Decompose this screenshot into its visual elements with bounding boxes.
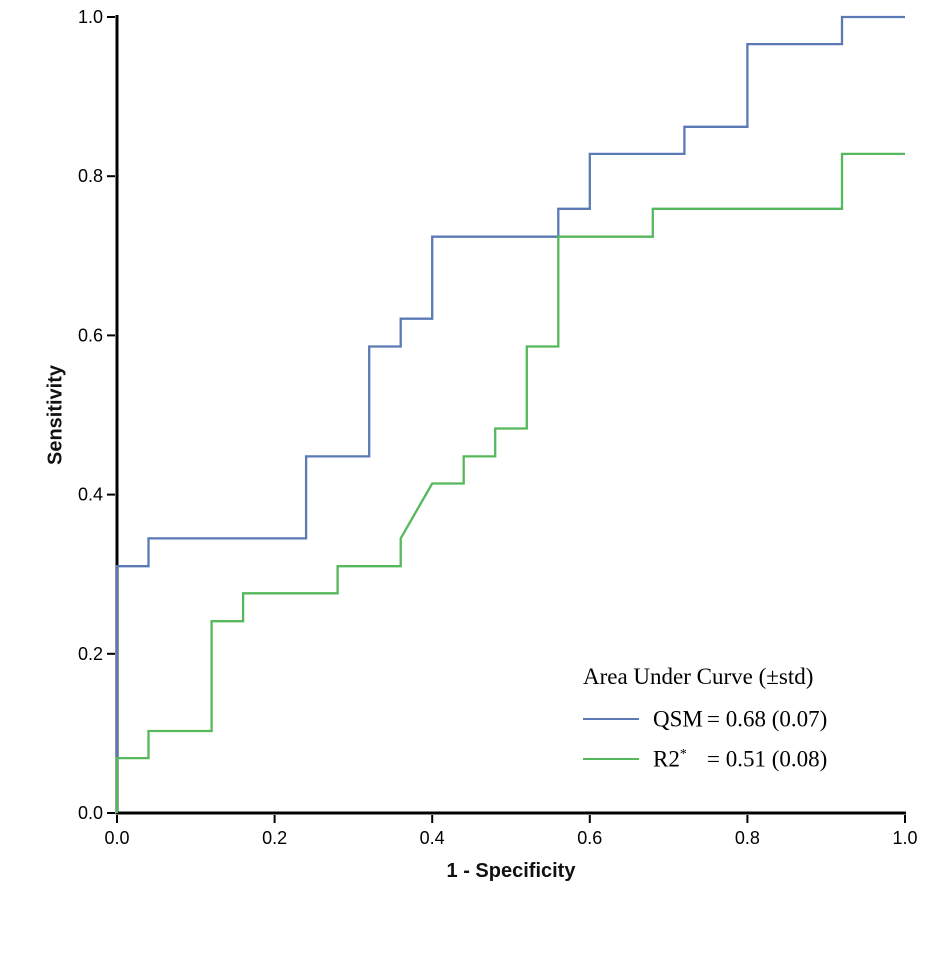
- legend-entry-sup: *: [679, 745, 687, 761]
- legend: Area Under Curve (±std) QSM = 0.68 (0.07)…: [583, 664, 827, 772]
- legend-label-qsm: QSM = 0.68 (0.07): [653, 706, 827, 733]
- legend-entry-value: = 0.51 (0.08): [707, 746, 828, 772]
- roc-curve-R2star: [115, 152, 905, 813]
- y-tick-label: 1.0: [78, 7, 103, 27]
- x-tick-label: 0.8: [735, 828, 760, 848]
- roc-plot-svg: 0.0 0.2 0.4 0.6 0.8 1.0 0.0 0.2 0.4 0.6 0.8 1.0: [78, 7, 918, 848]
- roc-curve-QSM: [115, 15, 905, 813]
- y-tick-label: 0.4: [78, 485, 103, 505]
- y-tick-label: 0.8: [78, 166, 103, 186]
- legend-entry-name: QSM: [653, 706, 703, 732]
- x-tick-label: 0.6: [577, 828, 602, 848]
- y-axis-title: Sensitivity: [44, 364, 67, 466]
- x-tick-label: 0.0: [104, 828, 129, 848]
- legend-entry-r2star: R2* = 0.51 (0.08): [583, 746, 827, 773]
- legend-entry-value: = 0.68 (0.07): [707, 706, 828, 732]
- x-tick-label: 0.4: [420, 828, 445, 848]
- y-tick-label: 0.2: [78, 644, 103, 664]
- legend-title: Area Under Curve (±std): [583, 664, 814, 689]
- y-tick-label: 0.6: [78, 325, 103, 345]
- x-tick-label: 0.2: [262, 828, 287, 848]
- legend-swatch-0: [583, 718, 639, 721]
- x-tick-label: 1.0: [892, 828, 917, 848]
- x-axis-title: 1 - Specificity: [446, 860, 576, 882]
- legend-entry-name: R2: [653, 746, 680, 772]
- legend-label-r2star: R2* = 0.51 (0.08): [653, 746, 827, 773]
- legend-entry-qsm: QSM = 0.68 (0.07): [583, 706, 827, 733]
- legend-swatch-1: [583, 757, 639, 760]
- y-tick-label: 0.0: [78, 803, 103, 823]
